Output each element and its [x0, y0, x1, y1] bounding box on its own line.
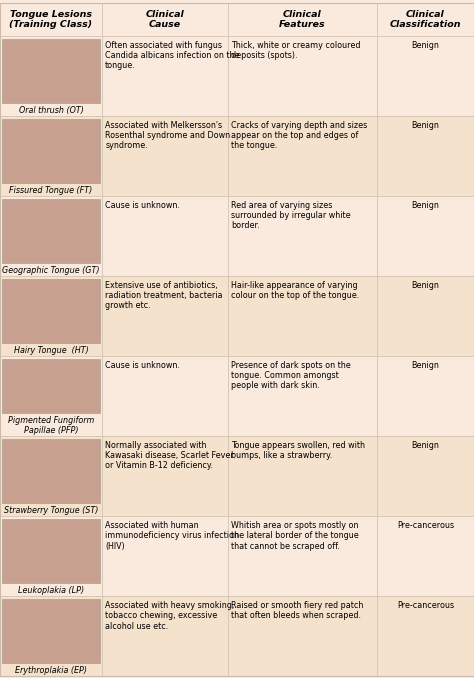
Bar — [102, 436, 228, 516]
Bar — [377, 116, 474, 196]
Text: Associated with human
immunodeficiency virus infection
(HIV): Associated with human immunodeficiency v… — [105, 521, 239, 551]
Bar — [228, 3, 377, 36]
Bar — [377, 356, 474, 436]
Bar — [228, 196, 377, 276]
Text: Extensive use of antibiotics,
radiation treatment, bacteria
growth etc.: Extensive use of antibiotics, radiation … — [105, 281, 223, 311]
Text: Benign: Benign — [411, 41, 439, 49]
Text: Cause is unknown.: Cause is unknown. — [105, 361, 180, 370]
Bar — [228, 116, 377, 196]
Text: Benign: Benign — [411, 281, 439, 290]
Bar — [2, 439, 100, 504]
Text: Benign: Benign — [411, 441, 439, 450]
Bar — [0, 356, 102, 436]
Text: Strawberry Tongue (ST): Strawberry Tongue (ST) — [4, 506, 98, 515]
Text: Clinical
Cause: Clinical Cause — [146, 10, 184, 29]
Text: Normally associated with
Kawasaki disease, Scarlet Fever
or Vitamin B-12 deficie: Normally associated with Kawasaki diseas… — [105, 441, 234, 471]
Bar — [102, 3, 228, 36]
Text: Benign: Benign — [411, 121, 439, 129]
Bar — [377, 596, 474, 676]
Text: Pre-cancerous: Pre-cancerous — [397, 521, 454, 530]
Text: Hairy Tongue  (HT): Hairy Tongue (HT) — [14, 346, 88, 355]
Bar — [102, 116, 228, 196]
Bar — [2, 119, 100, 184]
Text: Often associated with fungus
Candida albicans infection on the
tongue.: Often associated with fungus Candida alb… — [105, 41, 240, 71]
Bar — [2, 519, 100, 584]
Bar — [0, 116, 102, 196]
Bar — [228, 516, 377, 596]
Bar — [0, 516, 102, 596]
Bar — [0, 276, 102, 356]
Bar — [0, 436, 102, 516]
Text: Oral thrush (OT): Oral thrush (OT) — [18, 106, 83, 115]
Bar — [377, 3, 474, 36]
Bar — [102, 596, 228, 676]
Bar — [0, 36, 102, 116]
Bar — [377, 196, 474, 276]
Bar — [377, 516, 474, 596]
Bar — [228, 36, 377, 116]
Text: Whitish area or spots mostly on
the lateral border of the tongue
that cannot be : Whitish area or spots mostly on the late… — [231, 521, 359, 551]
Bar — [2, 199, 100, 264]
Bar — [2, 39, 100, 104]
Bar — [377, 36, 474, 116]
Text: Hair-like appearance of varying
colour on the top of the tongue.: Hair-like appearance of varying colour o… — [231, 281, 359, 300]
Bar — [0, 3, 102, 36]
Bar — [102, 516, 228, 596]
Bar — [377, 436, 474, 516]
Bar — [102, 356, 228, 436]
Bar — [2, 599, 100, 664]
Bar — [228, 276, 377, 356]
Bar — [2, 359, 100, 413]
Text: Thick, white or creamy coloured
deposits (spots).: Thick, white or creamy coloured deposits… — [231, 41, 360, 60]
Text: Tongue appears swollen, red with
bumps, like a strawberry.: Tongue appears swollen, red with bumps, … — [231, 441, 365, 460]
Text: Benign: Benign — [411, 201, 439, 210]
Text: Leukoplakia (LP): Leukoplakia (LP) — [18, 586, 84, 595]
Text: Raised or smooth fiery red patch
that often bleeds when scraped.: Raised or smooth fiery red patch that of… — [231, 601, 363, 620]
Bar — [102, 196, 228, 276]
Text: Clinical
Features: Clinical Features — [279, 10, 326, 29]
Text: Tongue Lesions
(Training Class): Tongue Lesions (Training Class) — [9, 10, 92, 29]
Bar — [228, 356, 377, 436]
Bar — [102, 36, 228, 116]
Bar — [0, 596, 102, 676]
Text: Pre-cancerous: Pre-cancerous — [397, 601, 454, 610]
Text: Cracks of varying depth and sizes
appear on the top and edges of
the tongue.: Cracks of varying depth and sizes appear… — [231, 121, 367, 151]
Bar — [2, 279, 100, 344]
Text: Pigmented Fungiform
Papillae (PFP): Pigmented Fungiform Papillae (PFP) — [8, 416, 94, 435]
Bar — [377, 276, 474, 356]
Text: Benign: Benign — [411, 361, 439, 370]
Bar — [0, 196, 102, 276]
Bar — [228, 596, 377, 676]
Text: Erythroplakia (EP): Erythroplakia (EP) — [15, 666, 87, 675]
Text: Presence of dark spots on the
tongue. Common amongst
people with dark skin.: Presence of dark spots on the tongue. Co… — [231, 361, 351, 391]
Text: Cause is unknown.: Cause is unknown. — [105, 201, 180, 210]
Text: Geographic Tongue (GT): Geographic Tongue (GT) — [2, 266, 100, 275]
Bar — [228, 436, 377, 516]
Text: Associated with Melkersson's
Rosenthal syndrome and Down
syndrome.: Associated with Melkersson's Rosenthal s… — [105, 121, 230, 151]
Bar — [102, 276, 228, 356]
Text: Associated with heavy smoking,
tobacco chewing, excessive
alcohol use etc.: Associated with heavy smoking, tobacco c… — [105, 601, 235, 631]
Text: Fissured Tongue (FT): Fissured Tongue (FT) — [9, 186, 92, 195]
Text: Clinical
Classification: Clinical Classification — [390, 10, 461, 29]
Text: Red area of varying sizes
surrounded by irregular white
border.: Red area of varying sizes surrounded by … — [231, 201, 350, 231]
